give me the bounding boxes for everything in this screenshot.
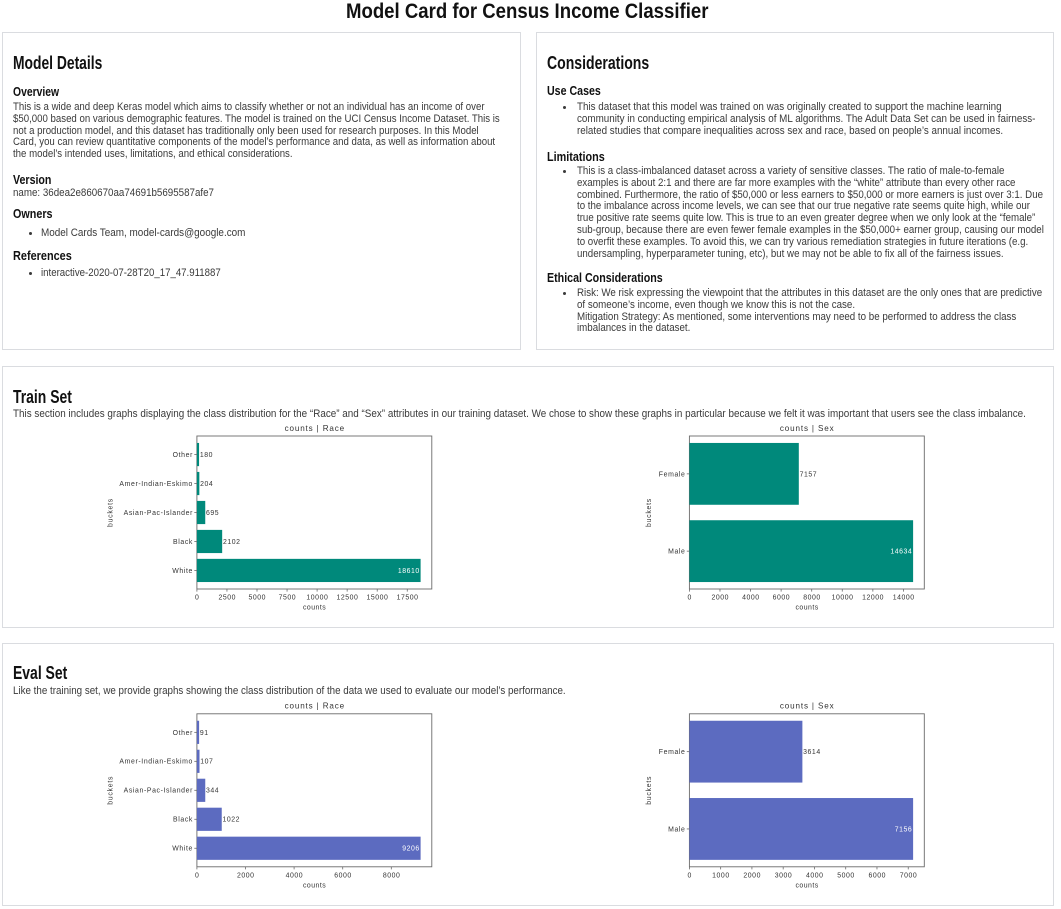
svg-text:counts: counts <box>795 605 818 612</box>
svg-text:counts | Race: counts | Race <box>285 702 345 711</box>
svg-text:counts | Sex: counts | Sex <box>780 702 835 711</box>
svg-text:1000: 1000 <box>712 872 730 879</box>
svg-text:18610: 18610 <box>398 568 420 575</box>
svg-text:695: 695 <box>206 510 219 517</box>
svg-text:4000: 4000 <box>286 872 304 879</box>
svg-text:counts | Sex: counts | Sex <box>780 424 835 433</box>
svg-text:12500: 12500 <box>336 595 358 602</box>
svg-text:2000: 2000 <box>743 872 761 879</box>
svg-text:14000: 14000 <box>893 595 915 602</box>
svg-text:1022: 1022 <box>223 817 241 824</box>
svg-text:4000: 4000 <box>742 595 760 602</box>
svg-text:7500: 7500 <box>279 595 297 602</box>
svg-text:counts: counts <box>303 605 326 612</box>
svg-text:0: 0 <box>687 595 691 602</box>
svg-text:Black: Black <box>173 539 193 546</box>
svg-text:0: 0 <box>687 872 691 879</box>
svg-text:107: 107 <box>200 759 213 766</box>
svg-text:4000: 4000 <box>806 872 824 879</box>
svg-text:2000: 2000 <box>237 872 255 879</box>
svg-text:buckets: buckets <box>108 776 115 805</box>
svg-text:0: 0 <box>195 872 199 879</box>
svg-text:Other: Other <box>173 730 193 737</box>
svg-text:344: 344 <box>206 788 219 795</box>
svg-text:204: 204 <box>200 481 213 488</box>
svg-text:14634: 14634 <box>890 549 912 556</box>
svg-text:7157: 7157 <box>800 471 818 478</box>
svg-text:counts: counts <box>795 882 818 889</box>
svg-text:Female: Female <box>659 471 686 478</box>
svg-text:15000: 15000 <box>367 595 389 602</box>
svg-text:9206: 9206 <box>402 846 420 853</box>
svg-text:Amer-Indian-Eskimo: Amer-Indian-Eskimo <box>119 759 193 766</box>
svg-text:White: White <box>172 568 193 575</box>
svg-text:5000: 5000 <box>249 595 267 602</box>
svg-text:buckets: buckets <box>646 498 653 527</box>
svg-text:0: 0 <box>195 595 199 602</box>
svg-text:Asian-Pac-Islander: Asian-Pac-Islander <box>124 510 193 517</box>
svg-text:2500: 2500 <box>218 595 236 602</box>
svg-text:3000: 3000 <box>775 872 793 879</box>
svg-text:7156: 7156 <box>895 826 913 833</box>
svg-text:2102: 2102 <box>223 539 241 546</box>
svg-text:counts | Race: counts | Race <box>285 424 345 433</box>
svg-text:12000: 12000 <box>862 595 884 602</box>
svg-text:White: White <box>172 846 193 853</box>
svg-text:Male: Male <box>668 826 685 833</box>
svg-text:2000: 2000 <box>711 595 729 602</box>
svg-text:10000: 10000 <box>832 595 854 602</box>
svg-text:7000: 7000 <box>900 872 918 879</box>
svg-text:Amer-Indian-Eskimo: Amer-Indian-Eskimo <box>119 481 193 488</box>
svg-text:180: 180 <box>200 452 213 459</box>
svg-text:8000: 8000 <box>383 872 401 879</box>
svg-text:Other: Other <box>173 452 193 459</box>
svg-text:Black: Black <box>173 817 193 824</box>
svg-text:5000: 5000 <box>837 872 855 879</box>
svg-text:Asian-Pac-Islander: Asian-Pac-Islander <box>124 788 193 795</box>
svg-text:buckets: buckets <box>646 776 653 805</box>
svg-text:6000: 6000 <box>773 595 791 602</box>
svg-text:6000: 6000 <box>334 872 352 879</box>
svg-text:91: 91 <box>200 730 209 737</box>
svg-text:counts: counts <box>303 882 326 889</box>
svg-text:Male: Male <box>668 549 685 556</box>
svg-text:8000: 8000 <box>803 595 821 602</box>
svg-text:6000: 6000 <box>868 872 886 879</box>
svg-text:17500: 17500 <box>397 595 419 602</box>
svg-text:Female: Female <box>659 749 686 756</box>
svg-text:buckets: buckets <box>108 498 115 527</box>
svg-text:3614: 3614 <box>803 749 821 756</box>
svg-text:10000: 10000 <box>306 595 328 602</box>
